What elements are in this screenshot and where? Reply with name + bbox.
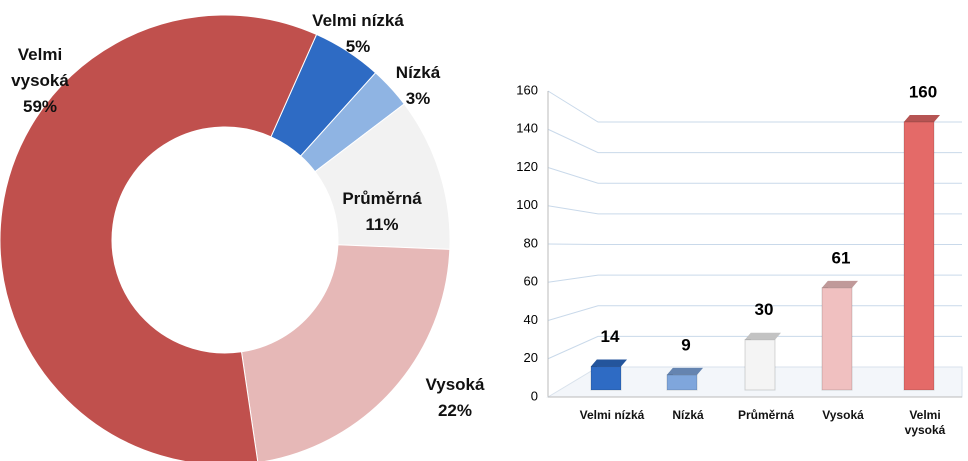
slice-name: Průměrná — [342, 189, 422, 208]
slice-label: Nízká 3% — [396, 60, 440, 112]
grid-line — [547, 205, 962, 215]
value-label: 61 — [832, 248, 851, 267]
value-label: 14 — [601, 327, 620, 346]
value-label: 160 — [909, 82, 937, 101]
bar — [666, 374, 698, 391]
bar-top — [822, 280, 858, 288]
bar — [821, 287, 853, 391]
bar-top-shade — [822, 280, 858, 288]
y-tick-label: 140 — [516, 121, 538, 136]
slice-label: Vysoká 22% — [426, 372, 485, 424]
bar-top — [667, 367, 703, 375]
grid-line — [547, 167, 962, 184]
bar — [903, 121, 935, 391]
slice-value: 59% — [22, 97, 58, 116]
y-tick-label: 40 — [524, 312, 538, 327]
y-tick-label: 60 — [524, 274, 538, 289]
grid-line — [547, 243, 962, 245]
slice-label: Velmi nízká 5% — [312, 8, 404, 60]
slice-label: Průměrná 11% — [342, 186, 421, 238]
bar — [744, 339, 776, 391]
bar-top-shade — [904, 115, 940, 122]
slice-name: Velmi vysoká — [11, 45, 69, 90]
grid-line — [547, 128, 962, 154]
slice-label: Velmi vysoká 59% — [5, 42, 75, 120]
grid-line — [547, 274, 962, 283]
donut-slice — [0, 14, 318, 461]
bar — [590, 366, 622, 391]
slice-name: Vysoká — [425, 375, 485, 394]
slice-name: Nízká — [395, 63, 441, 82]
y-tick-label: 0 — [531, 388, 538, 403]
x-tick-label: Nízká — [672, 408, 704, 422]
y-tick-label: 160 — [516, 82, 538, 97]
x-tick-label: Velmi vysoká — [904, 408, 946, 437]
bar-top — [745, 332, 781, 340]
bar-top-shade — [591, 359, 627, 367]
value-label: 30 — [755, 300, 774, 319]
bar-top-shade — [745, 332, 781, 340]
grid-line — [547, 90, 962, 123]
donut-slice — [240, 244, 451, 461]
bar-top-shade — [667, 367, 703, 375]
x-tick-label: Vysoká — [822, 408, 864, 422]
value-label: 9 — [681, 335, 690, 354]
x-tick-label: Průměrná — [737, 408, 795, 422]
bar-top — [591, 359, 627, 367]
slice-value: 22% — [437, 401, 473, 420]
y-tick-label: 20 — [524, 350, 538, 365]
x-tick-label: Velmi nízká — [579, 408, 645, 422]
y-tick-label: 80 — [524, 235, 538, 250]
bar-top — [904, 115, 940, 122]
slice-value: 11% — [365, 215, 399, 234]
slice-value: 3% — [405, 89, 431, 108]
slice-name: Velmi nízká — [312, 11, 404, 30]
y-tick-label: 100 — [516, 197, 538, 212]
y-tick-label: 120 — [516, 159, 538, 174]
slice-value: 5% — [345, 37, 371, 56]
